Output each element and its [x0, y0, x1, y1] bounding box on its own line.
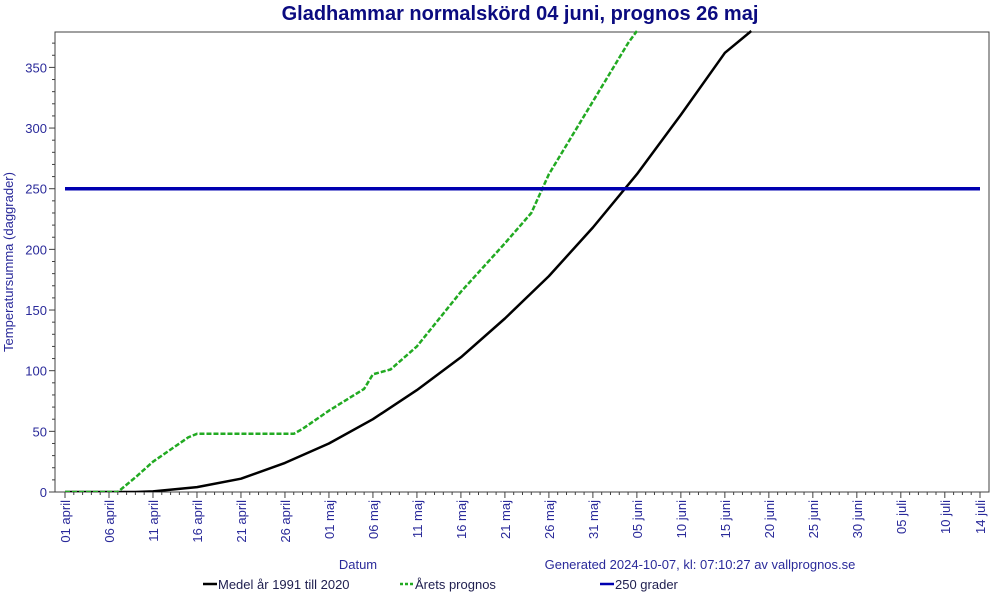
y-tick-label: 350: [25, 60, 47, 75]
chart-title: Gladhammar normalskörd 04 juni, prognos …: [282, 3, 759, 25]
x-tick-label: 06 april: [102, 500, 117, 543]
x-axis: 01 april 06 april 11 april 16 april 21 april…: [58, 492, 988, 543]
x-tick-label: 11 maj: [410, 500, 425, 538]
x-tick-label: 21 april: [234, 500, 249, 543]
x-tick-label: 25 juni: [806, 500, 821, 538]
x-tick-label: 01 maj: [322, 500, 337, 539]
x-tick-label: 20 juni: [762, 500, 777, 538]
legend-label-1: Årets prognos: [415, 577, 496, 592]
x-tick-label: 16 maj: [454, 500, 469, 539]
x-tick-label: 06 maj: [366, 500, 381, 539]
legend-label-0: Medel år 1991 till 2020: [218, 577, 350, 592]
x-tick-label: 16 april: [190, 500, 205, 543]
x-tick-label: 15 juni: [718, 500, 733, 538]
y-axis: 0 50 100 150 200 250 300 350: [25, 42, 55, 500]
x-tick-label: 10 juni: [674, 500, 689, 538]
y-tick-label: 250: [25, 182, 47, 197]
y-axis-label: Temperatursumma (daggrader): [1, 172, 16, 352]
x-tick-label: 10 juli: [938, 500, 953, 534]
series-line-0: [65, 30, 753, 492]
y-tick-label: 200: [25, 242, 47, 257]
series-lines: [65, 30, 980, 492]
x-tick-label: 01 april: [58, 500, 73, 543]
y-tick-label: 300: [25, 121, 47, 136]
series-line-1: [65, 30, 638, 492]
x-tick-label: 05 juni: [630, 500, 645, 538]
x-tick-label: 21 maj: [498, 500, 513, 539]
x-axis-label: Datum: [339, 557, 377, 572]
y-tick-label: 0: [40, 485, 47, 500]
x-tick-label: 26 maj: [542, 500, 557, 539]
y-tick-label: 150: [25, 303, 47, 318]
generated-footer: Generated 2024-10-07, kl: 07:10:27 av va…: [545, 557, 856, 572]
x-tick-label: 14 juli: [973, 500, 988, 534]
x-tick-label: 05 juli: [894, 500, 909, 534]
legend-label-2: 250 grader: [615, 577, 679, 592]
y-tick-label: 50: [33, 424, 47, 439]
x-tick-label: 11 april: [146, 500, 161, 542]
legend: Medel år 1991 till 2020 Årets prognos 250 …: [203, 577, 679, 592]
plot-frame: [54, 31, 990, 493]
x-tick-label: 31 maj: [586, 500, 601, 539]
x-tick-label: 26 april: [278, 500, 293, 543]
x-tick-label: 30 juni: [850, 500, 865, 538]
y-tick-label: 100: [25, 364, 47, 379]
